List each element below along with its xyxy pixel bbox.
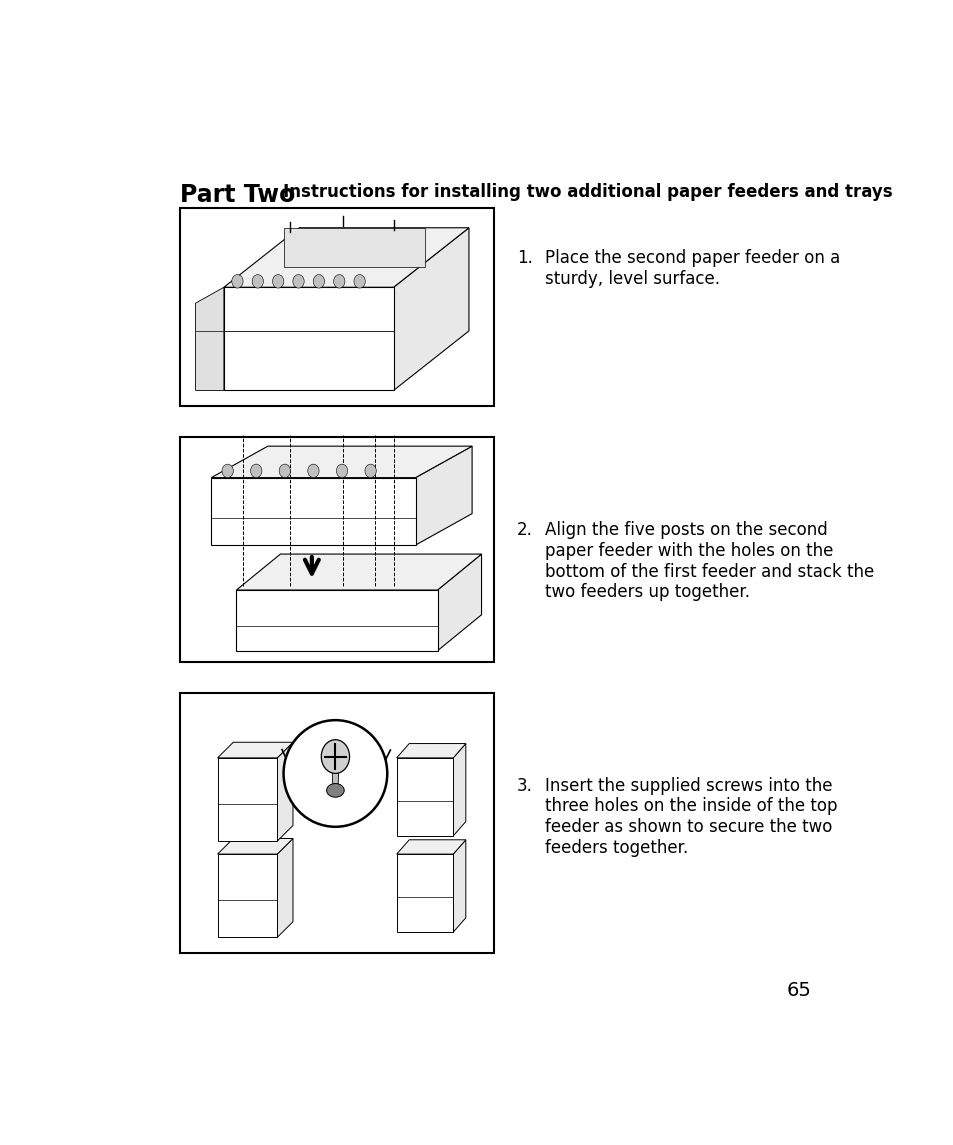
Text: 1.: 1. — [517, 250, 533, 268]
Circle shape — [321, 740, 349, 773]
Polygon shape — [332, 773, 338, 793]
Ellipse shape — [326, 783, 344, 797]
Text: 3.: 3. — [517, 776, 533, 795]
Bar — [180, 693, 494, 953]
Polygon shape — [453, 839, 465, 932]
Circle shape — [252, 275, 263, 289]
Polygon shape — [453, 743, 465, 836]
Polygon shape — [416, 447, 472, 545]
Polygon shape — [217, 742, 293, 758]
Circle shape — [279, 464, 290, 477]
Polygon shape — [224, 287, 394, 390]
Circle shape — [232, 275, 243, 289]
Polygon shape — [195, 287, 224, 390]
Text: -  Instructions for installing two additional paper feeders and trays: - Instructions for installing two additi… — [258, 183, 892, 202]
Ellipse shape — [283, 720, 387, 827]
Polygon shape — [396, 839, 465, 854]
Text: Part Two: Part Two — [180, 183, 294, 207]
Circle shape — [273, 275, 284, 289]
Circle shape — [251, 464, 262, 477]
Polygon shape — [217, 758, 277, 842]
Polygon shape — [277, 742, 293, 842]
Polygon shape — [217, 838, 293, 854]
Polygon shape — [211, 447, 472, 477]
Circle shape — [354, 275, 365, 289]
Circle shape — [293, 275, 304, 289]
Polygon shape — [396, 743, 465, 758]
Circle shape — [222, 464, 233, 477]
Circle shape — [313, 275, 324, 289]
Polygon shape — [396, 854, 453, 932]
Polygon shape — [283, 228, 424, 268]
Text: Insert the supplied screws into the
three holes on the inside of the top
feeder : Insert the supplied screws into the thre… — [544, 776, 837, 856]
Bar — [180, 437, 494, 662]
Polygon shape — [437, 554, 481, 650]
Polygon shape — [394, 228, 469, 390]
Polygon shape — [217, 854, 277, 938]
Circle shape — [336, 464, 347, 477]
Text: Place the second paper feeder on a
sturdy, level surface.: Place the second paper feeder on a sturd… — [544, 250, 840, 289]
Text: 65: 65 — [786, 980, 811, 1000]
Text: 2.: 2. — [517, 521, 533, 539]
Circle shape — [365, 464, 375, 477]
Polygon shape — [224, 228, 469, 287]
Polygon shape — [211, 477, 416, 545]
Polygon shape — [277, 838, 293, 938]
Circle shape — [334, 275, 345, 289]
Polygon shape — [396, 758, 453, 836]
Polygon shape — [236, 554, 481, 590]
Polygon shape — [236, 590, 437, 650]
Circle shape — [308, 464, 318, 477]
Bar — [180, 208, 494, 406]
Text: Align the five posts on the second
paper feeder with the holes on the
bottom of : Align the five posts on the second paper… — [544, 521, 874, 601]
